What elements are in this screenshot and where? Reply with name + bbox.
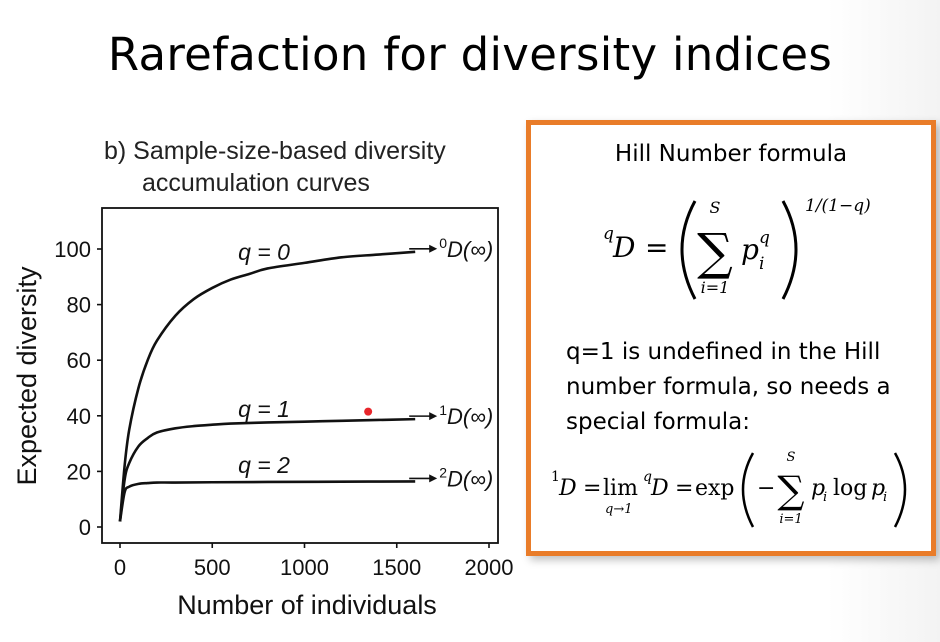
shannon-formula: 1 D = lim q→1 q D = exp − S ∑ i=1 p i lo…	[551, 450, 907, 528]
shannon-term2-sub: i	[883, 490, 887, 505]
asymptote-label: 2D(∞)	[439, 464, 493, 491]
y-tick-label: 100	[54, 237, 91, 262]
formula-box-heading: Hill Number formula	[614, 141, 848, 167]
shannon-right-paren	[893, 452, 907, 528]
hill-term-sup: q	[759, 228, 770, 248]
plot-frame	[101, 207, 499, 544]
chart-title: b) Sample-size-based diversity accumulat…	[104, 135, 504, 199]
asymptote-arrowhead	[429, 244, 438, 253]
x-tick-label: 1500	[372, 555, 421, 580]
x-axis-ticks: 0 500 1000 1500 2000	[114, 543, 514, 580]
shannon-exp: exp	[695, 476, 735, 501]
shannon-mid-sup: q	[643, 469, 652, 485]
shannon-log: log	[833, 476, 867, 501]
shannon-lim: lim	[603, 476, 638, 501]
asymptote-arrowhead	[429, 412, 438, 421]
series-line-q2	[118, 480, 416, 522]
x-tick-label: 0	[114, 555, 126, 580]
formula-note: q=1 is undefined in the Hill number form…	[566, 339, 891, 435]
y-tick-label: 20	[67, 459, 91, 484]
hill-sum-top: S	[710, 198, 721, 217]
series-line-q1	[118, 417, 416, 522]
shannon-eq1: =	[583, 476, 601, 501]
shannon-term2: p	[871, 476, 885, 501]
marker-dot	[364, 407, 373, 416]
y-tick-label: 0	[79, 515, 91, 540]
shannon-sum-bottom: i=1	[779, 512, 802, 527]
series-layer: 0D(∞) q = 0 1D(∞) q = 1 2D(∞) q = 2	[118, 235, 493, 522]
y-tick-label: 40	[67, 404, 91, 429]
shannon-term-sub: i	[823, 490, 827, 505]
asymptote-label: 1D(∞)	[439, 402, 493, 429]
hill-number-formula: q D = S ∑ i=1 p q i 1/(1−q)	[603, 196, 871, 300]
shannon-sum-sign: ∑	[777, 468, 804, 512]
hill-term: p	[741, 233, 759, 266]
y-tick-label: 60	[67, 348, 91, 373]
series-name-label: q = 1	[238, 396, 290, 422]
chart-title-line-2: accumulation curves	[142, 169, 370, 197]
shannon-minus: −	[757, 476, 775, 501]
series-line-q0	[118, 250, 416, 522]
hill-lhs: D	[612, 231, 635, 264]
slide-title: Rarefaction for diversity indices	[107, 28, 833, 81]
hill-lhs-sup: q	[603, 224, 614, 244]
formula-box: Hill Number formula q D = S ∑ i=1 p q i …	[526, 120, 936, 556]
y-tick-label: 80	[67, 293, 91, 318]
x-tick-label: 2000	[465, 555, 514, 580]
x-axis-label: Number of individuals	[177, 590, 437, 620]
x-tick-label: 500	[194, 555, 231, 580]
hill-term-sub: i	[759, 254, 764, 274]
shannon-left-paren	[741, 452, 755, 528]
diversity-accumulation-chart: 0 20 40 60 80 100 0 500 1000 1500 2000 0D(∞) q = 0…	[0, 115, 520, 642]
chart-title-line-1: b) Sample-size-based diversity	[104, 137, 446, 165]
hill-sum-sign: ∑	[697, 223, 733, 281]
shannon-eq2: =	[675, 476, 693, 501]
shannon-lhs-sup: 1	[551, 469, 560, 485]
hill-right-paren	[781, 200, 798, 300]
y-axis-label: Expected diversity	[12, 266, 42, 486]
hill-equals: =	[645, 231, 668, 264]
shannon-lim-sub: q→1	[605, 502, 633, 517]
hill-sum-bottom: i=1	[701, 278, 730, 297]
shannon-sum-top: S	[787, 450, 796, 465]
shannon-lhs: D	[558, 476, 577, 501]
x-tick-label: 1000	[280, 555, 329, 580]
hill-left-paren	[680, 200, 697, 300]
chart-svg: 0 20 40 60 80 100 0 500 1000 1500 2000 0D(∞) q = 0…	[12, 207, 514, 620]
hill-exponent: 1/(1−q)	[805, 196, 871, 216]
shannon-mid: D	[650, 476, 669, 501]
y-axis-ticks: 0 20 40 60 80 100	[54, 237, 102, 540]
shannon-term: p	[811, 476, 825, 501]
asymptote-arrowhead	[429, 474, 438, 483]
series-name-label: q = 2	[238, 452, 290, 478]
series-name-label: q = 0	[238, 239, 290, 265]
asymptote-label: 0D(∞)	[439, 235, 493, 262]
